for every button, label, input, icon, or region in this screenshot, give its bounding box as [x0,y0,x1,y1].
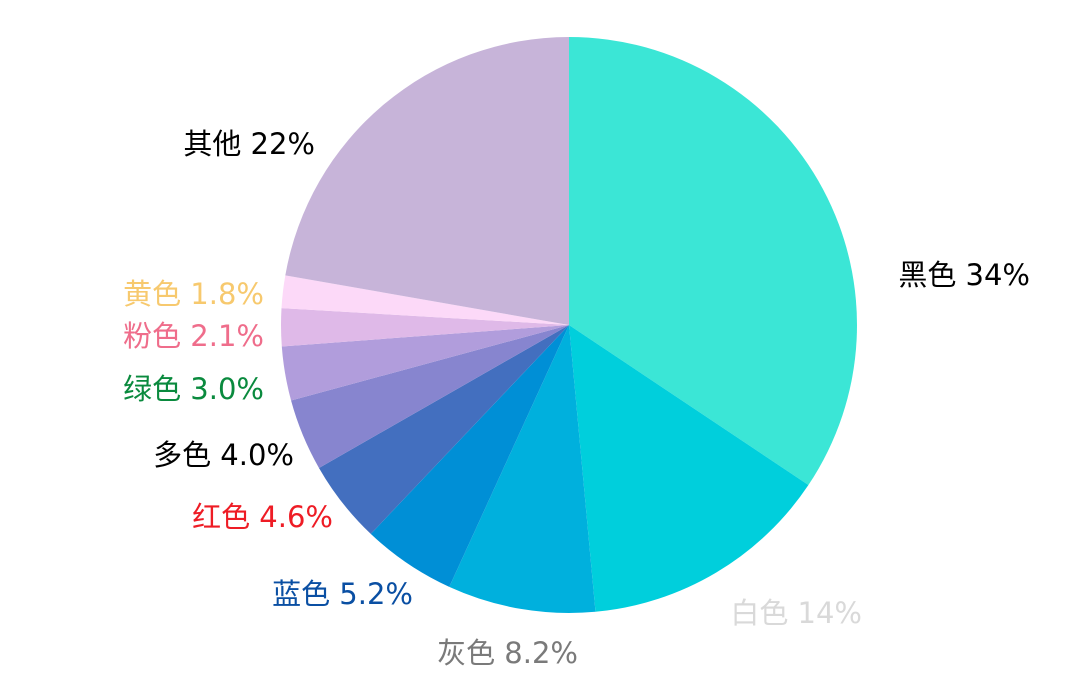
pie-slice [318,325,569,534]
slice-label: 黄色 1.8% [123,277,264,311]
pie-slice [281,275,569,325]
pie-slices [281,37,857,614]
pie-slice [285,37,569,325]
slice-label: 白色 14% [730,596,862,630]
slice-label: 黑色 34% [898,258,1030,292]
pie-slice [449,325,596,614]
slice-label: 其他 22% [183,127,315,161]
pie-slice [281,308,569,347]
pie-slice [569,325,809,612]
slice-label: 灰色 8.2% [437,636,578,670]
pie-slice [281,325,569,401]
slice-label: 绿色 3.0% [123,372,264,406]
pie-slice [291,325,569,468]
pie-labels: 黑色 34% 白色 14% 灰色 8.2% 蓝色 5.2% 红色 4.6% 多色 4.0%… [123,127,1030,670]
pie-slice [370,325,569,587]
slice-label: 多色 4.0% [153,438,294,472]
pie-slice [569,37,857,486]
slice-label: 蓝色 5.2% [272,577,413,611]
slice-label: 红色 4.6% [192,500,333,534]
slice-label: 粉色 2.1% [123,319,264,353]
